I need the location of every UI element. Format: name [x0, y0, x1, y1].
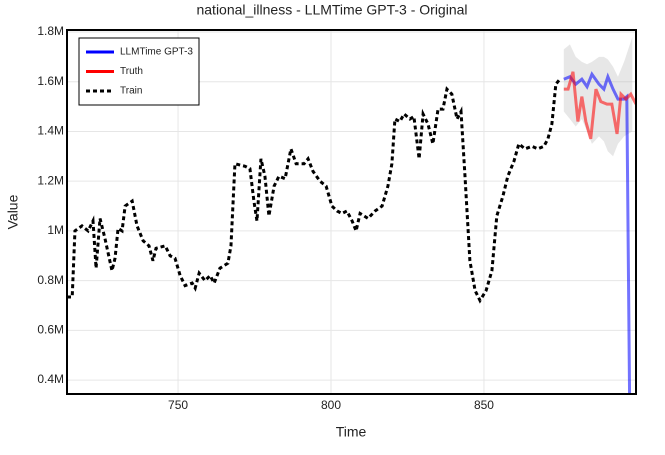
- y-tick-label: 0.4M: [37, 372, 64, 386]
- y-tick-label: 1.4M: [37, 124, 64, 138]
- y-tick-label: 0.8M: [37, 273, 64, 287]
- x-tick-label: 800: [321, 398, 341, 412]
- legend-label: Truth: [120, 66, 143, 77]
- y-axis-label: Value: [5, 194, 21, 229]
- ticks: 750 800 850 0.4M 0.6M 0.8M 1M 1.2M 1.4M 1.6M 1.8M: [37, 24, 494, 412]
- grid: [67, 30, 636, 394]
- x-tick-label: 750: [168, 398, 188, 412]
- legend: LLMTime GPT-3 Truth Train: [78, 37, 200, 106]
- series-line: [67, 78, 561, 304]
- y-tick-label: 0.6M: [37, 323, 64, 337]
- plot-frame: [66, 29, 637, 395]
- y-tick-label: 1M: [47, 223, 64, 237]
- series-line: [563, 71, 636, 140]
- legend-label: LLMTime GPT-3: [120, 47, 193, 58]
- x-axis-label: Time: [336, 424, 367, 440]
- y-tick-label: 1.2M: [37, 173, 64, 187]
- plot-area: [67, 36, 636, 394]
- y-tick-label: 1.8M: [37, 24, 64, 38]
- y-tick-label: 1.6M: [37, 74, 64, 88]
- chart-title: national_illness - LLMTime GPT-3 - Origi…: [196, 2, 467, 18]
- legend-label: Train: [120, 86, 142, 97]
- legend-box: [78, 37, 200, 106]
- series-line: [563, 71, 632, 394]
- x-tick-label: 850: [474, 398, 494, 412]
